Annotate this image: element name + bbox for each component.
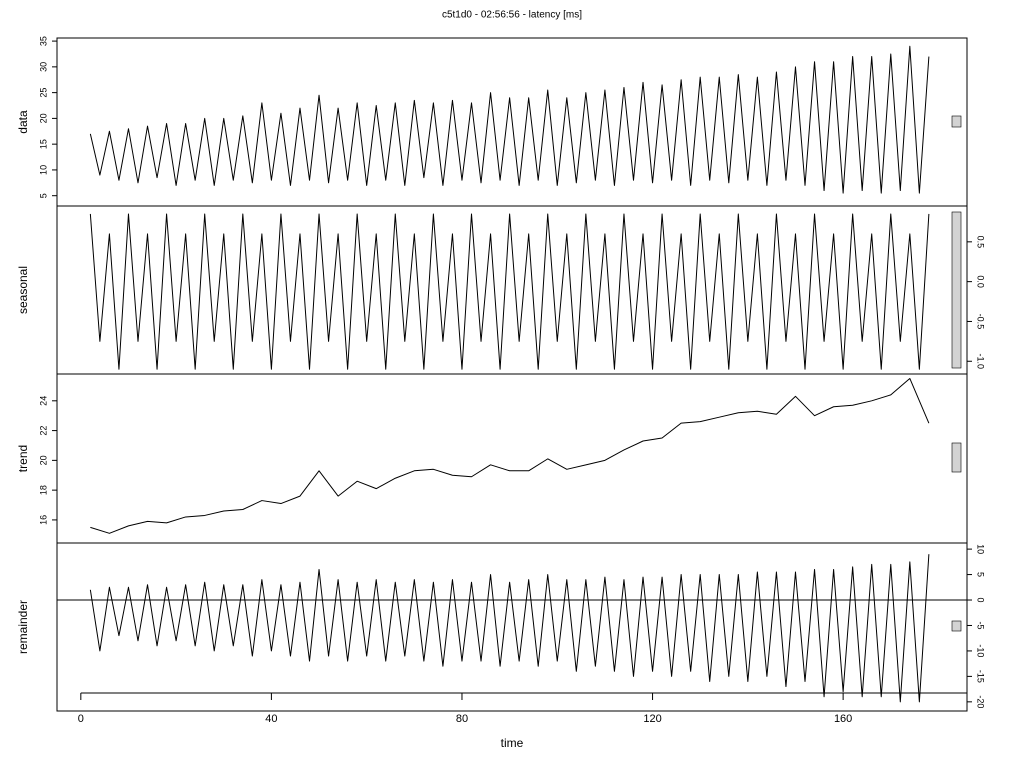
- y-tick-label: 18: [38, 485, 48, 495]
- y-tick-label: 0.0: [976, 275, 986, 288]
- y-tick-label: -1.0: [976, 354, 986, 370]
- y-tick-label: 0: [976, 598, 986, 603]
- x-tick-label: 120: [643, 713, 661, 725]
- x-tick-label: 160: [834, 713, 852, 725]
- range-bar: [951, 211, 962, 369]
- series-line: [89, 213, 930, 370]
- y-axis-label: seasonal: [16, 266, 30, 314]
- x-tick-label: 40: [265, 713, 277, 725]
- series-line: [89, 554, 930, 703]
- y-tick-label: 5: [976, 572, 986, 577]
- y-tick-label: -10: [976, 644, 986, 657]
- y-tick-label: 25: [38, 88, 48, 98]
- x-tick-label: 80: [456, 713, 468, 725]
- y-tick-label: 20: [38, 455, 48, 465]
- y-tick-label: 10: [976, 544, 986, 554]
- y-tick-label: 20: [38, 113, 48, 123]
- range-bar: [951, 442, 962, 473]
- y-tick-label: 30: [38, 62, 48, 72]
- y-tick-label: -20: [976, 695, 986, 708]
- y-tick-label: 35: [38, 36, 48, 46]
- y-tick-label: 10: [38, 165, 48, 175]
- panel-frame: [56, 542, 968, 712]
- series-line: [90, 377, 930, 534]
- chart-title: c5t1d0 - 02:56:56 - latency [ms]: [442, 10, 582, 21]
- y-tick-label: -0.5: [976, 314, 986, 330]
- y-tick-label: 24: [38, 396, 48, 406]
- y-tick-label: 5: [38, 193, 48, 198]
- y-tick-label: -5: [976, 621, 986, 629]
- y-tick-label: 16: [38, 515, 48, 525]
- y-tick-label: 15: [38, 139, 48, 149]
- range-bar: [951, 115, 962, 128]
- y-axis-label: remainder: [16, 600, 30, 654]
- x-axis-label: time: [501, 736, 524, 750]
- series-line: [89, 45, 930, 194]
- y-tick-label: 0.5: [976, 236, 986, 249]
- y-axis-label: trend: [16, 445, 30, 472]
- x-tick-label: 0: [78, 713, 84, 725]
- y-tick-label: 22: [38, 426, 48, 436]
- range-bar: [951, 620, 962, 632]
- y-tick-label: -15: [976, 670, 986, 683]
- y-axis-label: data: [16, 110, 30, 134]
